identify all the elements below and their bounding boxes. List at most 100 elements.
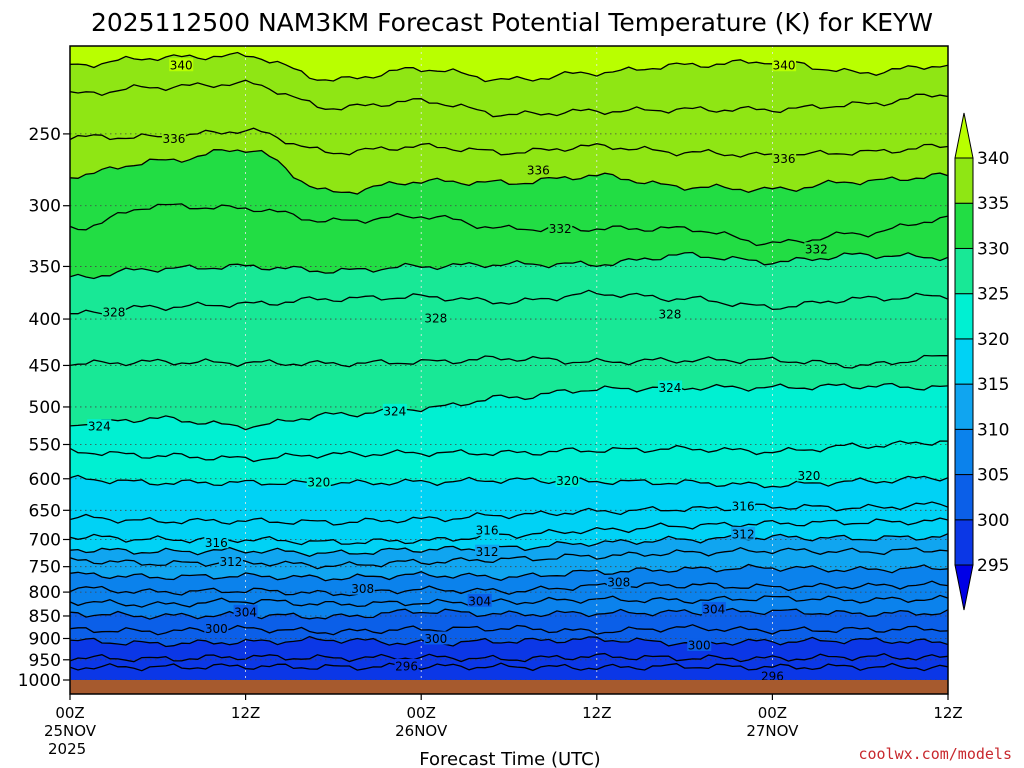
y-tick-label: 400 bbox=[29, 310, 61, 330]
isentrope-300 bbox=[70, 635, 948, 648]
y-tick-label: 250 bbox=[29, 125, 61, 145]
y-tick-label: 700 bbox=[29, 530, 61, 550]
contour-label-bg bbox=[467, 593, 492, 607]
colorbar-label: 335 bbox=[977, 194, 1009, 214]
contour-label-bg bbox=[423, 631, 448, 645]
isentrope-318 bbox=[70, 501, 948, 526]
contour-label-bg bbox=[161, 131, 186, 145]
contour-label: 324 bbox=[383, 404, 406, 418]
isentrope-328 bbox=[70, 289, 948, 315]
contour-label: 316 bbox=[205, 536, 228, 550]
colorbar-label: 330 bbox=[977, 239, 1009, 259]
contour-label: 324 bbox=[88, 420, 111, 434]
colorbar-swatch bbox=[954, 383, 974, 430]
colorbar-swatch bbox=[954, 247, 974, 295]
colorbar-swatch bbox=[954, 338, 974, 385]
y-axis: 2503003504004505005506006507007508008509… bbox=[18, 125, 70, 691]
contour-label-bg bbox=[548, 221, 573, 235]
contour-label: 300 bbox=[424, 632, 447, 646]
colorbar-swatch bbox=[954, 157, 974, 204]
isentrope-308 bbox=[70, 580, 948, 597]
contour-label: 312 bbox=[732, 527, 755, 541]
contour-label: 336 bbox=[773, 152, 796, 166]
contour-label-bg bbox=[101, 305, 126, 319]
contour-label-bg bbox=[204, 621, 229, 635]
x-tick-label: 26NOV bbox=[395, 722, 448, 740]
filled-contours bbox=[70, 46, 948, 680]
isentrope-332 bbox=[70, 203, 948, 247]
contour-label-bg bbox=[606, 575, 631, 589]
isentrope-312 bbox=[70, 547, 948, 570]
colorbar-label: 310 bbox=[977, 420, 1009, 440]
contour-label: 300 bbox=[688, 639, 711, 653]
contour-label: 340 bbox=[170, 59, 193, 73]
ground-surface bbox=[70, 680, 948, 694]
x-tick-label: 00Z bbox=[55, 704, 84, 722]
contour-label: 340 bbox=[773, 59, 796, 73]
y-tick-label: 850 bbox=[29, 607, 61, 627]
contour-label-bg bbox=[204, 535, 229, 549]
y-tick-label: 900 bbox=[29, 629, 61, 649]
contour-label-bg bbox=[87, 419, 112, 433]
isentrope-298 bbox=[70, 652, 948, 663]
contour-label: 308 bbox=[607, 576, 630, 590]
contour-label-bg bbox=[555, 473, 580, 487]
isentrope-334 bbox=[70, 149, 948, 195]
contour-label: 320 bbox=[798, 469, 821, 483]
contour-label-bg bbox=[218, 554, 243, 568]
contour-label-bg bbox=[657, 380, 682, 394]
contour-label-bg bbox=[526, 163, 551, 177]
contour-label: 316 bbox=[732, 500, 755, 514]
credit-text: coolwx.com/models bbox=[858, 745, 1012, 763]
isentrope-322 bbox=[70, 440, 948, 463]
colorbar-label: 320 bbox=[977, 330, 1009, 350]
contour-label: 328 bbox=[102, 306, 125, 320]
y-tick-label: 550 bbox=[29, 435, 61, 455]
colorbar-swatch bbox=[954, 428, 974, 476]
contour-label-bg bbox=[657, 307, 682, 321]
contour-label-bg bbox=[423, 311, 448, 325]
x-tick-label: 00Z bbox=[758, 704, 787, 722]
contour-label: 312 bbox=[476, 545, 499, 559]
contour-label: 296 bbox=[395, 659, 418, 673]
colorbar: 295 300 305 310 315 320 325 330 335 340 bbox=[954, 112, 1009, 611]
colorbar-swatch bbox=[954, 474, 974, 521]
isentrope-304 bbox=[70, 607, 948, 620]
y-tick-label: 300 bbox=[29, 197, 61, 217]
contour-label-bg bbox=[233, 604, 258, 618]
plot-area: 340 340 336 336 336 332 332 328 328 328 324 324 324 3… bbox=[69, 45, 949, 695]
contour-label-bg bbox=[394, 658, 419, 672]
isentrope-326 bbox=[70, 354, 948, 369]
y-tick-label: 500 bbox=[29, 398, 61, 418]
colorbar-swatch bbox=[954, 519, 974, 566]
x-tick-label: 27NOV bbox=[746, 722, 799, 740]
contour-label: 328 bbox=[424, 312, 447, 326]
contour-label-bg bbox=[796, 468, 821, 482]
contour-label-bg bbox=[350, 581, 375, 595]
contour-label-bg bbox=[772, 58, 797, 72]
colorbar-swatch bbox=[954, 202, 974, 249]
isentrope-310 bbox=[70, 563, 948, 582]
colorbar-label: 325 bbox=[977, 285, 1009, 305]
colorbar-label: 305 bbox=[977, 466, 1009, 486]
x-axis-label: Forecast Time (UTC) bbox=[419, 749, 600, 768]
isentrope-330 bbox=[70, 251, 948, 280]
isentrope-336 bbox=[70, 127, 948, 160]
y-tick-label: 1000 bbox=[18, 671, 61, 691]
x-tick-label: 12Z bbox=[933, 704, 962, 722]
colorbar-extend-high bbox=[954, 112, 974, 159]
contour-label: 312 bbox=[220, 555, 243, 569]
colorbar-label: 315 bbox=[977, 375, 1009, 395]
contour-label-bg bbox=[772, 151, 797, 165]
x-tick-label: 2025 bbox=[48, 740, 86, 758]
contour-label-bg bbox=[701, 601, 726, 615]
contour-label: 336 bbox=[527, 164, 550, 178]
contour-label: 320 bbox=[307, 476, 330, 490]
contour-label-bg bbox=[169, 58, 194, 72]
x-tick-label: 12Z bbox=[231, 704, 260, 722]
y-tick-label: 350 bbox=[29, 257, 61, 277]
contour-label-bg bbox=[731, 499, 756, 513]
y-tick-label: 800 bbox=[29, 583, 61, 603]
colorbar-label: 295 bbox=[977, 556, 1009, 576]
